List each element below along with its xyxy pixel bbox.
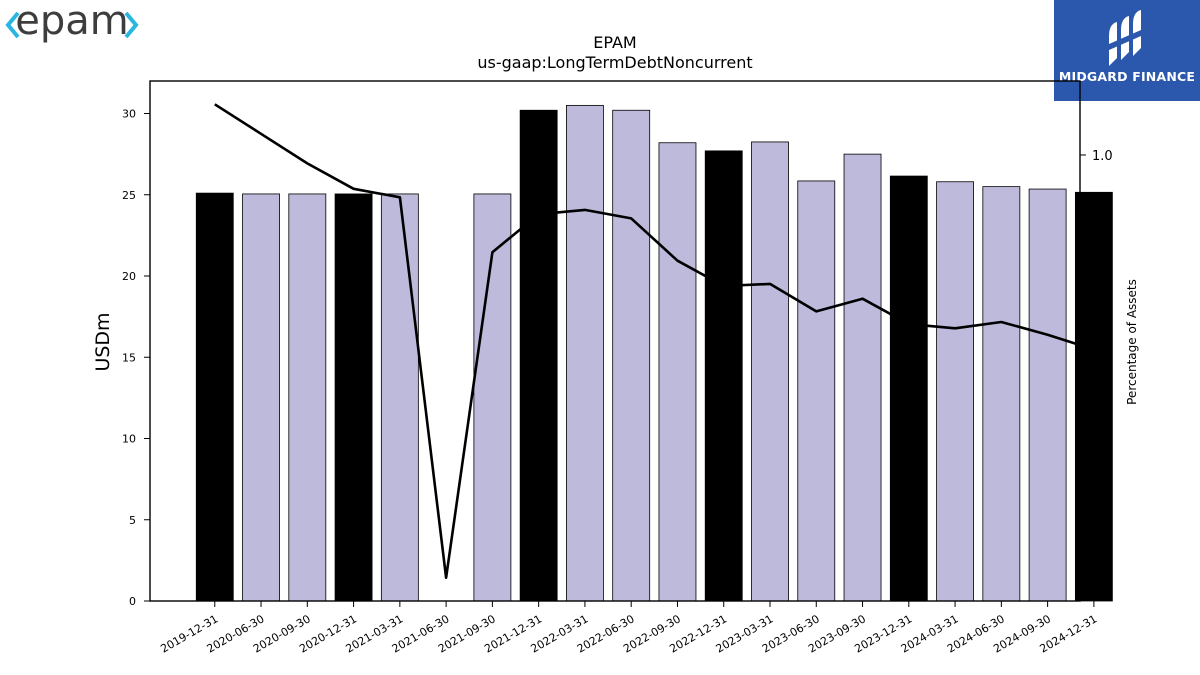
y2-tick-label: 0.0 [1092, 572, 1113, 587]
bar-2024-12-31 [1074, 191, 1113, 602]
bar-2021-09-30 [473, 193, 512, 602]
chart-subtitle: us-gaap:LongTermDebtNoncurrent [477, 53, 752, 72]
bar-2021-03-31 [380, 193, 419, 602]
y-tick-label: 25 [122, 189, 136, 202]
y-tick-label: 0 [129, 595, 136, 608]
y2-axis-label: Percentage of Assets [1125, 279, 1139, 405]
bar-2023-12-31 [889, 175, 928, 602]
left-chevron-icon [5, 11, 20, 39]
epam-logo: epam [5, 0, 139, 44]
bar-2024-09-30 [1028, 188, 1067, 602]
bar-series [195, 104, 1113, 602]
right-chevron-icon [124, 11, 139, 39]
midgard-mark-icon [1109, 10, 1141, 66]
bar-2022-09-30 [658, 142, 697, 602]
bar-2024-03-31 [936, 181, 974, 602]
bar-2019-12-31 [195, 192, 234, 602]
epam-logo-text: epam [15, 0, 128, 44]
plot-frame [149, 80, 1081, 602]
y2-tick-label: 0.6 [1092, 318, 1113, 333]
bar-2020-09-30 [288, 193, 327, 602]
y-tick-label: 15 [122, 351, 136, 364]
bar-2023-03-31 [751, 141, 789, 602]
bar-2022-03-31 [566, 104, 604, 602]
bar-2023-09-30 [843, 153, 882, 602]
bar-2024-06-30 [982, 186, 1021, 602]
y-axis-label: USDm [92, 312, 114, 371]
bar-2020-12-31 [334, 193, 373, 602]
midgard-finance-logo: MIDGARD FINANCE [1054, 0, 1200, 101]
y2-tick-label: 0.8 [1092, 234, 1113, 249]
bar-2022-12-31 [704, 150, 743, 602]
y-tick-label: 20 [122, 270, 136, 283]
y-tick-label: 10 [122, 433, 136, 446]
y2-tick-label: 0.2 [1092, 487, 1113, 502]
bar-2023-06-30 [797, 180, 836, 602]
y2-tick-label: 0.4 [1092, 403, 1113, 418]
percentage-of-assets-line [214, 103, 1095, 580]
line-series [214, 103, 1095, 580]
chart-title: EPAM [593, 33, 636, 52]
bar-2020-06-30 [242, 193, 280, 602]
bar-2022-06-30 [612, 109, 651, 602]
y2-tick-label: 1.0 [1092, 149, 1113, 164]
bar-2021-12-31 [519, 109, 558, 602]
y-tick-label: 30 [122, 108, 136, 121]
y-tick-label: 5 [129, 514, 136, 527]
midgard-finance-logo-text: MIDGARD FINANCE [1058, 69, 1196, 84]
